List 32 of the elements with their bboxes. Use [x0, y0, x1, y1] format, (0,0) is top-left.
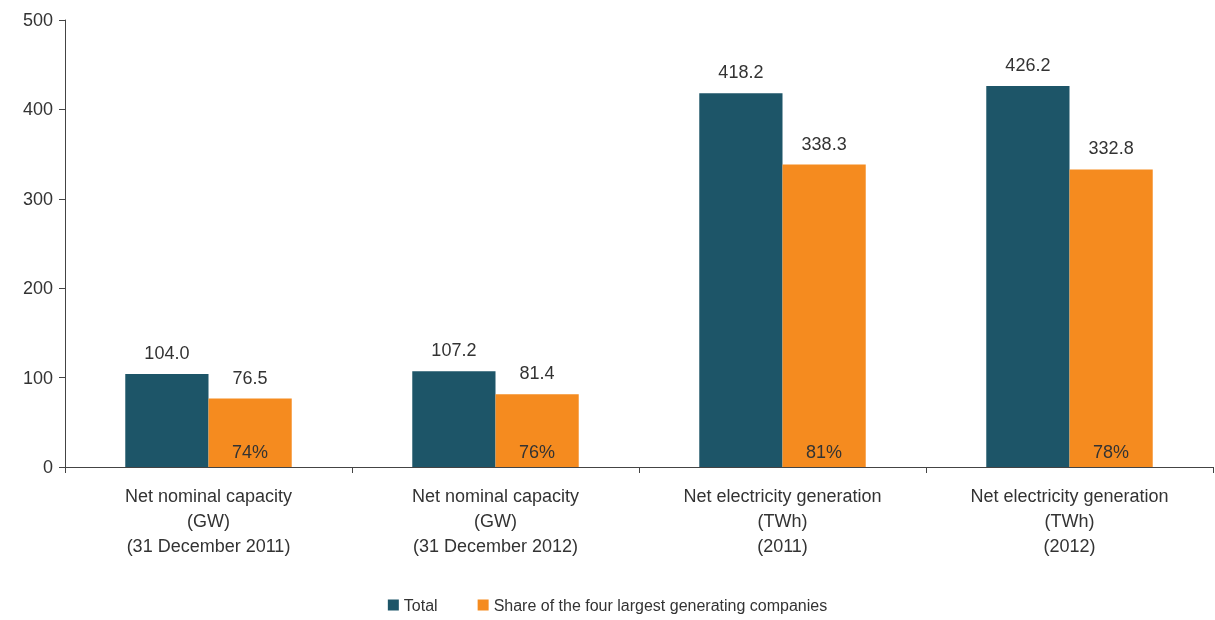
bar: [699, 93, 783, 467]
bar: [782, 164, 866, 467]
legend-label: Share of the four largest generating companies: [493, 596, 828, 614]
x-tick-label: Net nominal capacity (GW) (31 December 2011): [124, 485, 293, 556]
y-tick-label: 0: [42, 457, 53, 477]
bar: [1069, 169, 1153, 467]
y-tick-label: 100: [22, 367, 53, 388]
annotation: 78%: [1093, 441, 1130, 462]
annotation: 74%: [232, 441, 269, 462]
data-label: 338.3: [801, 133, 847, 154]
y-tick-label: 200: [22, 278, 53, 299]
annotation: 81%: [806, 441, 843, 462]
bar: [412, 371, 496, 467]
data-label: 104.0: [144, 343, 190, 364]
data-label: 418.2: [718, 62, 764, 83]
data-label: 332.8: [1088, 138, 1134, 159]
data-label: 426.2: [1005, 54, 1051, 75]
x-tick-label: Net electricity generation (TWh) (2011): [683, 485, 882, 556]
data-label: 81.4: [519, 363, 555, 384]
bar: [495, 394, 579, 467]
y-tick-label: 400: [22, 99, 53, 120]
bar: [986, 85, 1070, 467]
x-tick-label: Net electricity generation (TWh) (2012): [970, 485, 1169, 556]
data-label: 76.5: [232, 367, 268, 388]
bar: [208, 398, 292, 467]
data-label: 107.2: [431, 340, 477, 361]
annotation: 76%: [519, 441, 556, 462]
x-tick-label: Net nominal capacity (GW) (31 December 2012): [411, 485, 580, 556]
bar: [125, 374, 209, 467]
legend-label: Total: [403, 596, 438, 614]
y-tick-label: 300: [22, 188, 53, 209]
y-tick-label: 500: [22, 10, 53, 30]
